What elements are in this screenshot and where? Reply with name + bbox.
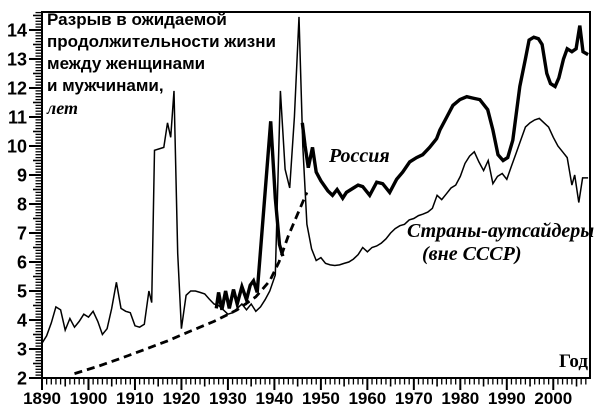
chart-title-line-1: Разрыв в ожидаемой	[47, 10, 227, 29]
svg-text:14: 14	[7, 20, 27, 40]
svg-text:8: 8	[17, 194, 27, 214]
svg-text:3: 3	[17, 339, 27, 359]
series-0	[214, 25, 589, 311]
chart-title-line-2: продолжительности жизни	[47, 32, 276, 51]
svg-text:2000: 2000	[534, 389, 572, 408]
x-axis: 1890 1900 1910 1920 1930 1940 1950 1960 1970 1980…	[23, 379, 587, 408]
svg-text:12: 12	[7, 78, 27, 98]
chart-title-line-4: и мужчинами,	[47, 76, 164, 95]
svg-text:1970: 1970	[395, 389, 433, 408]
series-2	[74, 191, 309, 375]
svg-text:1940: 1940	[255, 389, 293, 408]
chart-title-unit: лет	[47, 98, 78, 118]
x-axis-title: Год	[559, 351, 588, 372]
svg-text:1950: 1950	[302, 389, 340, 408]
chart-title: Разрыв в ожидаемой продолжительности жиз…	[47, 9, 276, 119]
svg-text:1910: 1910	[116, 389, 154, 408]
svg-text:1890: 1890	[23, 389, 61, 408]
series-label-outsiders-line2: (вне СССР)	[422, 243, 522, 265]
svg-text:7: 7	[17, 223, 27, 243]
svg-text:6: 6	[17, 252, 27, 272]
series-label-outsiders-line1: Страны-аутсайдеры	[407, 220, 595, 242]
svg-text:10: 10	[7, 136, 27, 156]
series-label-outsiders: Страны-аутсайдеры (вне СССР)	[407, 220, 594, 266]
svg-text:11: 11	[8, 107, 27, 127]
svg-text:13: 13	[7, 49, 27, 69]
svg-text:1900: 1900	[70, 389, 108, 408]
svg-text:1980: 1980	[441, 389, 479, 408]
svg-text:5: 5	[17, 281, 27, 301]
series-label-russia: Россия	[329, 145, 390, 167]
svg-text:2: 2	[17, 369, 27, 389]
chart-title-line-3: между женщинами	[47, 54, 206, 73]
svg-text:9: 9	[17, 165, 27, 185]
svg-text:1990: 1990	[488, 389, 526, 408]
y-axis: 2 3 4 5 6 7 8 9 10 11 12 13 14	[7, 11, 41, 389]
svg-text:1930: 1930	[209, 389, 247, 408]
svg-text:4: 4	[17, 310, 27, 330]
plot-frame	[41, 11, 591, 379]
series-1	[41, 16, 589, 344]
svg-text:1920: 1920	[163, 389, 201, 408]
svg-text:1960: 1960	[348, 389, 386, 408]
